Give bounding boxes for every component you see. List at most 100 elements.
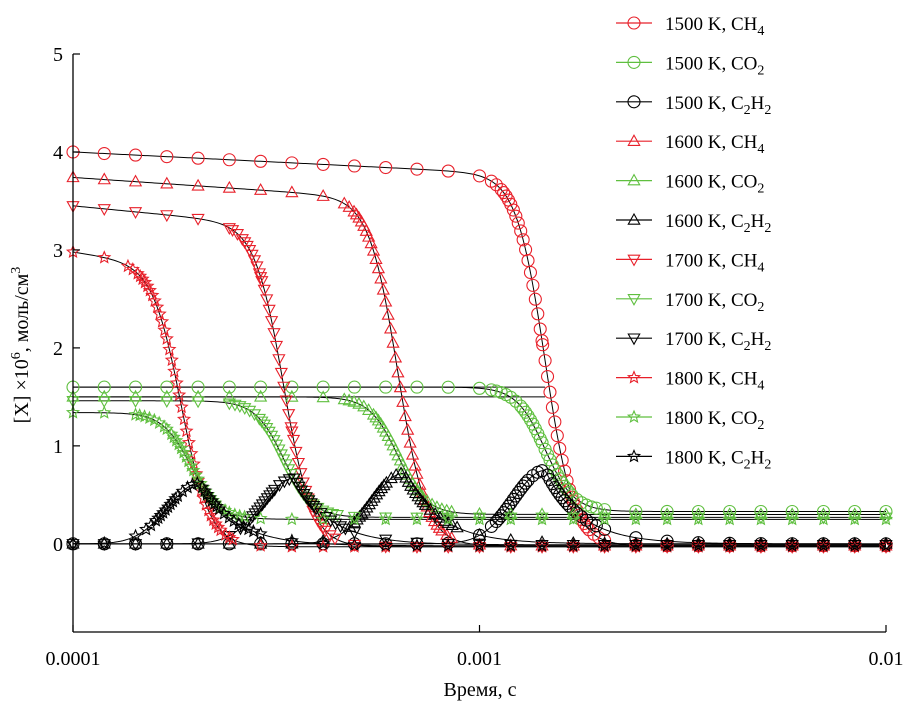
data-point xyxy=(366,243,381,256)
data-point xyxy=(521,473,535,487)
legend-label: 1600 K, CO2 xyxy=(665,172,764,197)
y-tick-label: 5 xyxy=(53,44,63,66)
data-point xyxy=(379,380,393,394)
data-point xyxy=(208,516,223,530)
data-point xyxy=(138,522,154,536)
data-point xyxy=(362,403,376,415)
data-point xyxy=(237,509,252,523)
data-point xyxy=(597,511,612,526)
data-point xyxy=(384,471,398,484)
data-point xyxy=(879,504,893,519)
data-point xyxy=(364,236,378,249)
data-point xyxy=(333,521,348,534)
data-point xyxy=(160,536,174,549)
data-point xyxy=(97,536,111,549)
data-point xyxy=(372,484,386,497)
data-point xyxy=(379,475,394,488)
data-point xyxy=(128,207,143,220)
data-point xyxy=(423,502,437,515)
data-point xyxy=(347,380,361,394)
data-point xyxy=(516,233,530,247)
data-point xyxy=(255,499,270,512)
data-point xyxy=(155,314,170,328)
data-point xyxy=(316,189,330,201)
legend-label: 1600 K, CH4 xyxy=(665,132,764,157)
data-point xyxy=(418,497,433,510)
x-ticks: 0.0001 0.001 0.01 xyxy=(46,625,904,670)
data-point xyxy=(519,476,533,490)
data-point xyxy=(441,164,455,178)
data-point xyxy=(199,487,215,501)
data-point xyxy=(235,234,249,246)
data-point xyxy=(545,400,559,414)
data-point xyxy=(176,411,192,426)
data-point xyxy=(628,511,643,526)
data-point xyxy=(225,225,240,237)
data-point xyxy=(540,369,555,384)
data-point xyxy=(691,504,705,519)
data-point xyxy=(185,477,200,491)
data-point xyxy=(371,261,386,274)
data-point xyxy=(499,189,513,203)
y-tick-label: 4 xyxy=(53,142,63,164)
data-point xyxy=(207,496,222,510)
data-point xyxy=(369,252,383,264)
data-point xyxy=(347,511,362,526)
data-point xyxy=(128,389,143,402)
data-point xyxy=(441,511,456,526)
data-point xyxy=(352,509,367,522)
data-point xyxy=(222,398,236,411)
data-point xyxy=(343,519,357,532)
data-point xyxy=(137,275,153,289)
series-line xyxy=(73,400,886,518)
data-point xyxy=(545,477,559,491)
series-line xyxy=(72,205,886,548)
data-point xyxy=(246,523,261,538)
y-tick-label: 2 xyxy=(53,338,63,360)
data-point xyxy=(550,429,564,443)
data-point xyxy=(848,504,862,519)
data-point xyxy=(441,380,455,394)
legend-marker xyxy=(627,16,641,30)
legend-marker xyxy=(627,294,641,306)
data-point xyxy=(258,496,272,509)
data-point xyxy=(413,492,428,505)
data-point xyxy=(816,538,831,552)
legend-label: 1500 K, C2H2 xyxy=(665,93,771,118)
data-point xyxy=(160,539,174,551)
data-point xyxy=(506,203,520,217)
data-point xyxy=(538,354,552,368)
data-point xyxy=(342,199,356,212)
data-point xyxy=(316,533,330,546)
data-point xyxy=(97,405,112,419)
data-point xyxy=(225,532,240,546)
data-point xyxy=(660,504,674,519)
data-point xyxy=(174,399,189,414)
legend-marker xyxy=(626,448,642,463)
data-point xyxy=(589,501,603,515)
data-point xyxy=(338,523,353,536)
legend-label: 1800 K, CO2 xyxy=(665,408,764,433)
data-point xyxy=(164,352,179,367)
x-axis-title: Время, с xyxy=(444,679,517,701)
data-point xyxy=(254,154,268,168)
data-point xyxy=(410,162,424,176)
legend-marker xyxy=(627,55,641,69)
data-point xyxy=(97,204,111,216)
data-point xyxy=(328,533,342,546)
data-point xyxy=(408,458,422,471)
data-point xyxy=(489,384,503,398)
data-point xyxy=(472,538,487,552)
data-point xyxy=(195,479,210,494)
data-point xyxy=(191,380,205,394)
data-point xyxy=(253,511,268,525)
legend-label: 1500 K, CO2 xyxy=(665,53,764,78)
plot-markers xyxy=(65,145,894,554)
data-point xyxy=(191,536,205,549)
data-point xyxy=(316,522,330,535)
data-point xyxy=(550,484,564,498)
data-point xyxy=(299,492,313,505)
data-point xyxy=(191,213,205,226)
data-point xyxy=(160,499,176,514)
data-point xyxy=(157,322,172,337)
